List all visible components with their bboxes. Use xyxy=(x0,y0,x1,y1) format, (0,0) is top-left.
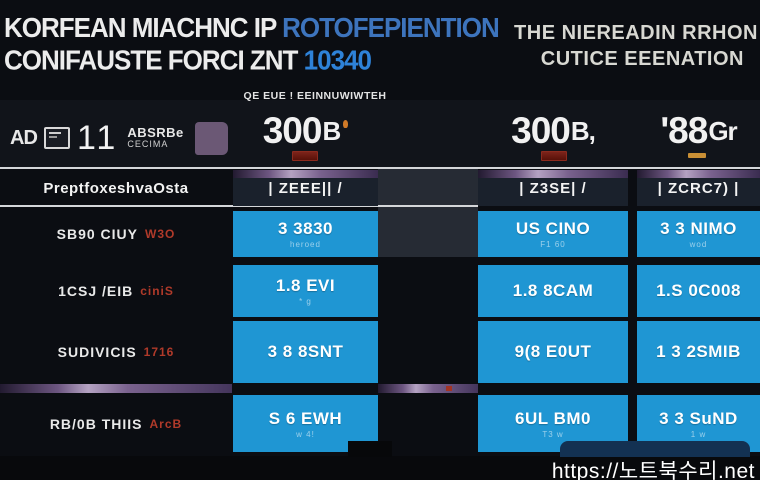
row-label-4: RB/0B THIIS ArcB xyxy=(0,395,232,452)
orange-badge-column3 xyxy=(688,153,706,158)
spec-cell-2-text: | Z3SE| / xyxy=(519,179,587,197)
row-label-4-text: RB/0B THIIS xyxy=(49,415,143,432)
title-left-line1: KORFEAN MIACHNC IP ROTOFEPIENTION xyxy=(4,12,500,44)
table-header-band xyxy=(0,100,760,168)
row-label-2-text: 1CSJ /EIB xyxy=(58,283,134,299)
cell-value: 3 8 8SNT xyxy=(267,341,344,361)
column-header-1: 300 B xyxy=(233,106,378,156)
device-name-top: ABSRBe xyxy=(127,125,184,141)
cell-value: 6UL BM0 xyxy=(515,408,591,428)
title-left-line2: CONIFAUSTE FORCI ZNT 10340 xyxy=(4,44,499,76)
column-header-2-big: 300 xyxy=(511,110,571,151)
column-header-3-small: Gr xyxy=(708,115,737,146)
purple-top-bar xyxy=(637,170,760,178)
spec-cell-3-text: | ZCRC7) | xyxy=(657,179,740,197)
value-cell: 1.8 8CAM xyxy=(478,265,628,317)
bottom-strip xyxy=(0,456,760,480)
cell-subtext: w 4! xyxy=(296,429,315,439)
title-left: KORFEAN MIACHNC IP ROTOFEPIENTION CONIFA… xyxy=(4,12,500,76)
column-header-3-big: '88 xyxy=(660,110,708,151)
flame-icon xyxy=(343,120,349,128)
spec-cell-1: | ZEEE|| / xyxy=(233,170,378,206)
red-badge-column1 xyxy=(292,151,318,161)
cell-subtext: 1 w xyxy=(690,429,707,439)
row-label-4-red: ArcB xyxy=(149,416,183,431)
row-label-1-text: SB90 CIUY xyxy=(56,226,138,242)
watermark-tab xyxy=(560,441,750,457)
cell-value: 1.8 EVI xyxy=(275,276,336,295)
spec-cell-1-text: | ZEEE|| / xyxy=(268,179,343,197)
cell-value: 3 3 SuND xyxy=(659,408,738,428)
value-cell: 9(8 E0UT xyxy=(478,321,628,383)
header-divider-line xyxy=(0,167,760,169)
row-label-3-red: 1716 xyxy=(143,345,175,359)
value-cell: 1.S 0C008 xyxy=(637,265,760,317)
title-right-line2: CUTICE EEENATION xyxy=(540,48,744,70)
cell-subtext: wod xyxy=(689,240,708,249)
cell-subtext: T3 w xyxy=(542,429,564,439)
cell-subtext: * g xyxy=(299,297,312,306)
title-left-line1-white: KORFEAN MIACHNC IP xyxy=(4,12,277,44)
row-label-1-red: W3O xyxy=(145,227,176,241)
cell-value: 1.8 8CAM xyxy=(512,280,594,300)
column-header-1-small: B xyxy=(322,115,341,146)
value-cell: S 6 EWH w 4! xyxy=(233,395,378,452)
purple-top-bar xyxy=(233,170,378,178)
purple-divider-bar xyxy=(378,384,478,393)
red-badge-column2 xyxy=(541,151,567,161)
value-cell: US CINO F1 60 xyxy=(478,211,628,257)
title-right: THE NIEREADIN RRHON CUTICE EEENATION xyxy=(406,20,758,72)
row-label-3-text: SUDIVICIS xyxy=(57,344,137,360)
red-chip xyxy=(446,386,452,391)
column-gap-slab xyxy=(378,169,478,257)
spec-cell-3: | ZCRC7) | xyxy=(637,170,760,206)
cell-value: 1 3 2SMIB xyxy=(656,341,741,361)
column2-small-label: QE EUE ! EEINNUWIWTEH xyxy=(243,90,387,102)
purple-divider-bar xyxy=(0,384,232,393)
spec-cell-2: | Z3SE| / xyxy=(478,170,628,206)
cell-value: 3 3830 xyxy=(278,219,333,238)
device-prefix: AD xyxy=(10,126,38,149)
title-left-line2-white: CONIFAUSTE FORCI ZNT xyxy=(4,44,298,76)
cell-subtext: heroed xyxy=(290,240,321,249)
device-number: 11 xyxy=(77,118,119,157)
monitor-icon xyxy=(43,127,71,149)
cell-value: US CINO xyxy=(515,219,591,238)
watermark-url: https://노트북수리.net xyxy=(551,460,755,480)
value-cell: 3 3830 heroed xyxy=(233,211,378,257)
cell-subtext: F1 60 xyxy=(540,240,566,249)
title-left-line2-blue: 10340 xyxy=(303,44,372,76)
spec-row-label: PreptfoxeshvaOsta xyxy=(43,179,189,197)
column-header-3: '88 Gr xyxy=(637,106,760,156)
cell-value: 3 3 NIMO xyxy=(660,219,737,238)
value-cell: 3 3 NIMO wod xyxy=(637,211,760,257)
value-cell: 3 8 8SNT xyxy=(233,321,378,383)
value-cell: 1.8 EVI * g xyxy=(233,265,378,317)
device-name-bottom: CECIMA xyxy=(127,139,169,150)
column-header-2: 300 B, xyxy=(478,106,628,156)
dark-notch xyxy=(348,441,392,457)
spec-row-divider-line xyxy=(0,205,478,207)
cell-value: S 6 EWH xyxy=(268,408,343,428)
row-label-3: SUDIVICIS 1716 xyxy=(0,321,232,383)
row-label-2-red: ciniS xyxy=(140,284,174,298)
title-right-line1: THE NIEREADIN RRHON xyxy=(514,22,758,44)
cell-value: 9(8 E0UT xyxy=(514,341,592,361)
title-left-line1-blue: ROTOFEPIENTION xyxy=(282,12,500,44)
row-label-1: SB90 CIUY W3O xyxy=(0,211,232,257)
purple-chip-icon xyxy=(194,121,228,155)
column-header-1-big: 300 xyxy=(262,110,323,151)
cell-value: 1.S 0C008 xyxy=(656,280,741,300)
value-cell: 1 3 2SMIB xyxy=(637,321,760,383)
column-header-2-small: B, xyxy=(570,115,596,146)
device-header: AD 11 ABSRBe CECIMA xyxy=(10,114,228,162)
device-name: ABSRBe CECIMA xyxy=(127,126,183,149)
purple-top-bar xyxy=(478,170,628,178)
row-label-2: 1CSJ /EIB ciniS xyxy=(0,265,232,317)
